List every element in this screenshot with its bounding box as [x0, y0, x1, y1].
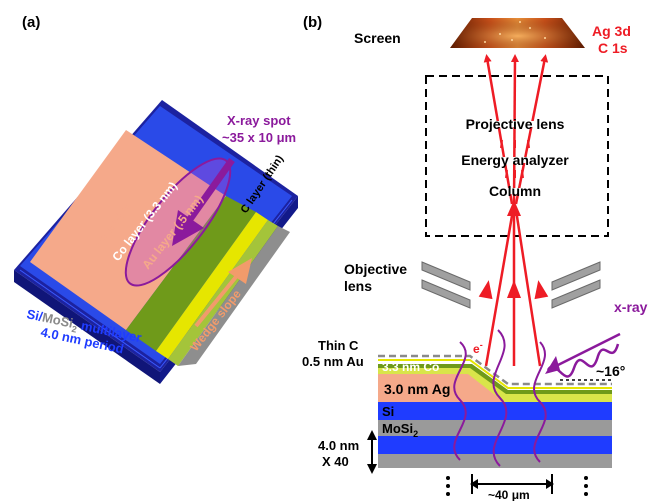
- au-layer: [378, 359, 612, 389]
- ag-wedge-stripe: [30, 130, 226, 330]
- ray-dash-marks: [500, 139, 530, 179]
- xray-label: x-ray: [614, 299, 648, 315]
- width-indicator: [470, 474, 554, 494]
- energy-analyzer-label: Energy analyzer: [461, 152, 569, 168]
- projective-lens-label: Projective lens: [466, 116, 565, 132]
- c1s-label: C 1s: [598, 40, 628, 56]
- electron-rays-lower: [478, 200, 549, 367]
- xray-arrow: [172, 157, 235, 246]
- ray-label-gaps: [440, 121, 590, 194]
- sample-cross-section: [378, 354, 612, 468]
- thin-c-layer: [378, 354, 612, 386]
- electron-optics-box: [425, 75, 609, 237]
- panel-a: (a) X-ra: [14, 14, 298, 384]
- angle-label: ~16°: [596, 363, 625, 379]
- mosi-layer: [378, 420, 612, 436]
- objective-lens: [421, 261, 601, 309]
- wedge-slope-arrow: [194, 258, 252, 328]
- width-label: ~40 μm: [488, 488, 530, 501]
- period-nm-label: 4.0 nm: [318, 438, 359, 453]
- thin-c-label: Thin C: [318, 338, 359, 353]
- si-layer: [378, 402, 612, 420]
- ag-layer: [378, 374, 504, 402]
- ag3d-label: Ag 3d: [592, 23, 631, 39]
- screen-label: Screen: [354, 30, 401, 46]
- panel-a-label: (a): [22, 14, 40, 31]
- c-layer-stripe: [178, 226, 290, 366]
- xray-waves: [453, 329, 621, 467]
- column-label: Column: [489, 183, 541, 199]
- au-layer-stripe: [156, 212, 268, 359]
- si-label: Si: [382, 404, 394, 419]
- electron-label: e-: [473, 340, 483, 356]
- ag-label: 3.0 nm Ag: [384, 381, 450, 397]
- objective-lens-label-1: Objective: [344, 261, 407, 277]
- panel-b: (b) Screen Ag 3d C 1s: [302, 14, 648, 501]
- panel-b-label: (b): [303, 14, 322, 31]
- electron-rays-column: [483, 54, 549, 205]
- continuation-dots: [446, 476, 588, 496]
- screen: [450, 18, 585, 48]
- period-count-label: X 40: [322, 454, 349, 469]
- period-indicator: [367, 430, 377, 474]
- xray-spot-label-2: ~35 x 10 μm: [222, 130, 296, 145]
- co-layer-stripe: [126, 196, 256, 351]
- objective-lens-label-2: lens: [344, 278, 372, 294]
- mosi-label: MoSi2: [382, 421, 418, 439]
- au-label: 0.5 nm Au: [302, 354, 364, 369]
- co-label: 3.3 nm Co: [382, 360, 439, 374]
- xray-spot-label-1: X-ray spot: [227, 113, 291, 128]
